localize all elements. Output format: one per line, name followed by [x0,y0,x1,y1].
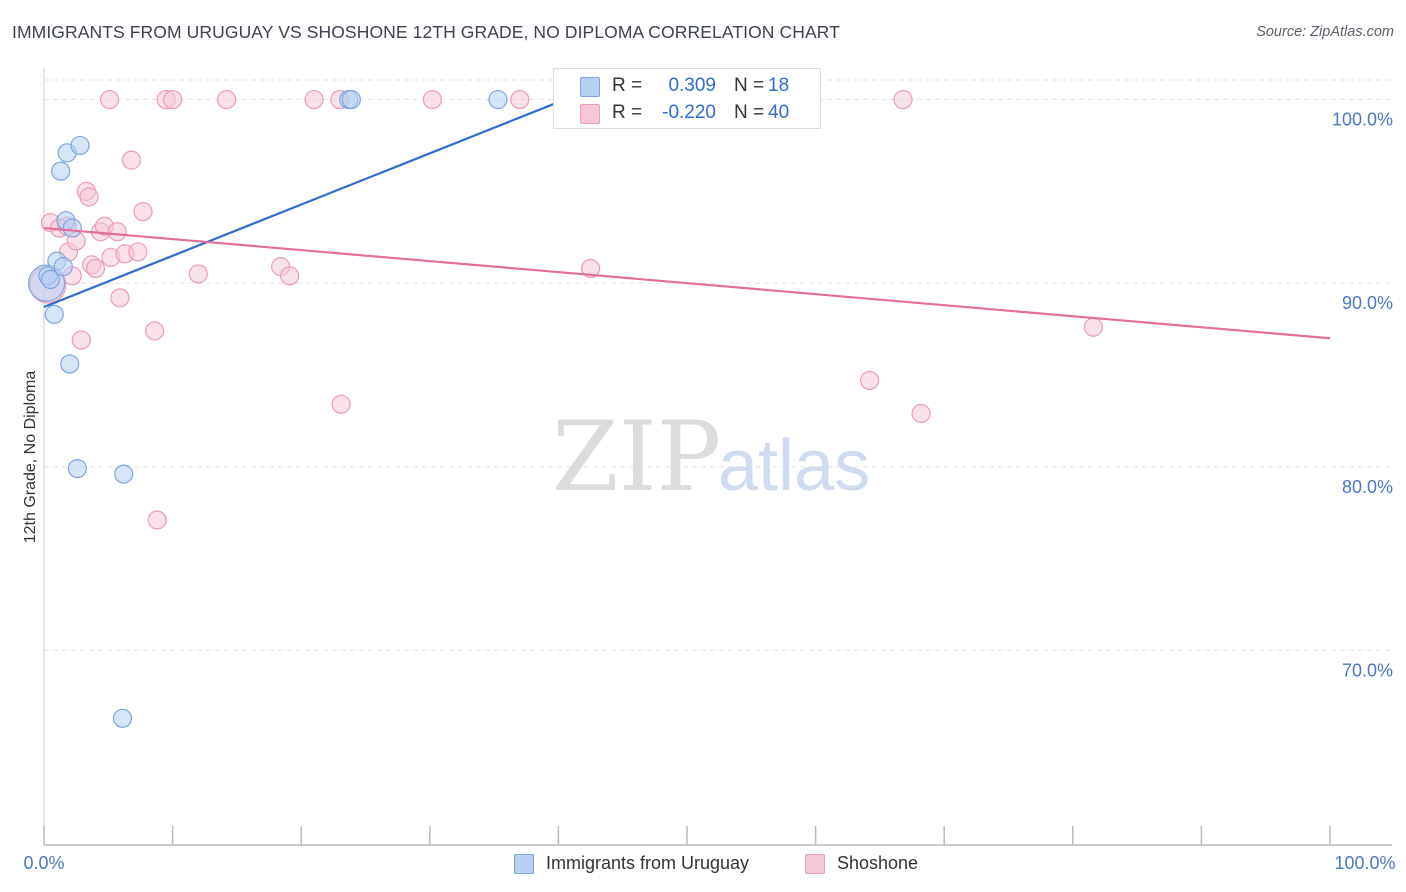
trend-lines [43,98,1331,340]
watermark: ZIP atlas [552,401,870,513]
uruguay-point [40,269,61,290]
n-value: 40 [768,102,790,123]
shoshone-point [911,403,931,424]
shoshone-point [304,89,324,110]
r-label: R = [612,75,643,96]
uruguay-point [67,458,88,479]
shoshone-point [107,222,127,242]
x-tick-labels: 0.0% 100.0% [23,853,1395,873]
gridlines [44,79,1392,651]
x-tick-label-left: 0.0% [23,853,64,873]
legend-swatch-shoshone [805,854,825,874]
uruguay-point [51,161,71,181]
uruguay-point [112,708,133,728]
watermark-zip: ZIP [552,401,721,513]
shoshone-point [79,187,99,207]
y-tick-labels: 100.0% 90.0% 80.0% 70.0% [1332,110,1393,681]
y-tick-label: 80.0% [1342,477,1393,497]
shoshone-point [860,370,880,391]
shoshone-point [188,264,208,284]
y-tick-label: 90.0% [1342,293,1393,313]
shoshone-point [422,89,442,110]
r-label: R = [612,102,643,123]
r-value: -0.220 [662,102,716,123]
shoshone-trend-line [43,226,1331,340]
shoshone-point [580,258,601,279]
y-tick-label: 100.0% [1332,110,1393,130]
uruguay-point [488,89,508,110]
uruguay-point [44,304,64,324]
uruguay-point [70,135,90,156]
x-tick-label-right: 100.0% [1334,853,1395,873]
shoshone-swatch [580,104,600,124]
series-shoshone-points [29,89,1103,530]
stats-row-uruguay: R = 0.309 N = 18 [554,73,820,101]
r-value: 0.309 [668,75,716,96]
n-value: 18 [768,75,790,96]
stats-row-shoshone: R = -0.220 N = 40 [554,100,820,128]
shoshone-point [331,394,351,414]
shoshone-point [99,89,120,110]
chart-title: IMMIGRANTS FROM URUGUAY VS SHOSHONE 12TH… [12,22,840,42]
shoshone-point [133,201,153,222]
correlation-stats-box: R = 0.309 N = 18 R = -0.220 N = 40 [553,68,821,129]
y-tick-label: 70.0% [1342,660,1393,680]
watermark-atlas: atlas [718,426,870,506]
uruguay-trend-line [43,98,566,309]
shoshone-point [163,89,183,110]
uruguay-point [60,354,80,374]
shoshone-point [121,150,142,170]
shoshone-point [280,266,300,286]
shoshone-point [128,242,148,262]
legend-label-shoshone: Shoshone [837,853,919,873]
legend-label-uruguay: Immigrants from Uruguay [546,853,750,873]
shoshone-point [71,330,91,350]
uruguay-point [62,218,82,238]
series-uruguay-points [27,89,508,728]
legend-swatch-uruguay [514,854,534,874]
shoshone-point [1083,317,1103,337]
uruguay-point [341,89,361,110]
shoshone-point [217,89,237,110]
source-credit: Source: ZipAtlas.com [1256,24,1394,40]
uruguay-point [114,464,134,484]
uruguay-swatch [580,77,600,97]
axes [43,68,1392,846]
shoshone-point [144,321,165,341]
n-label: N = [734,102,765,123]
shoshone-point [147,510,167,530]
shoshone-point [510,89,530,110]
shoshone-point [110,288,130,308]
uruguay-point [53,257,73,277]
n-label: N = [734,75,765,96]
shoshone-point [893,89,913,110]
shoshone-point [85,258,106,279]
